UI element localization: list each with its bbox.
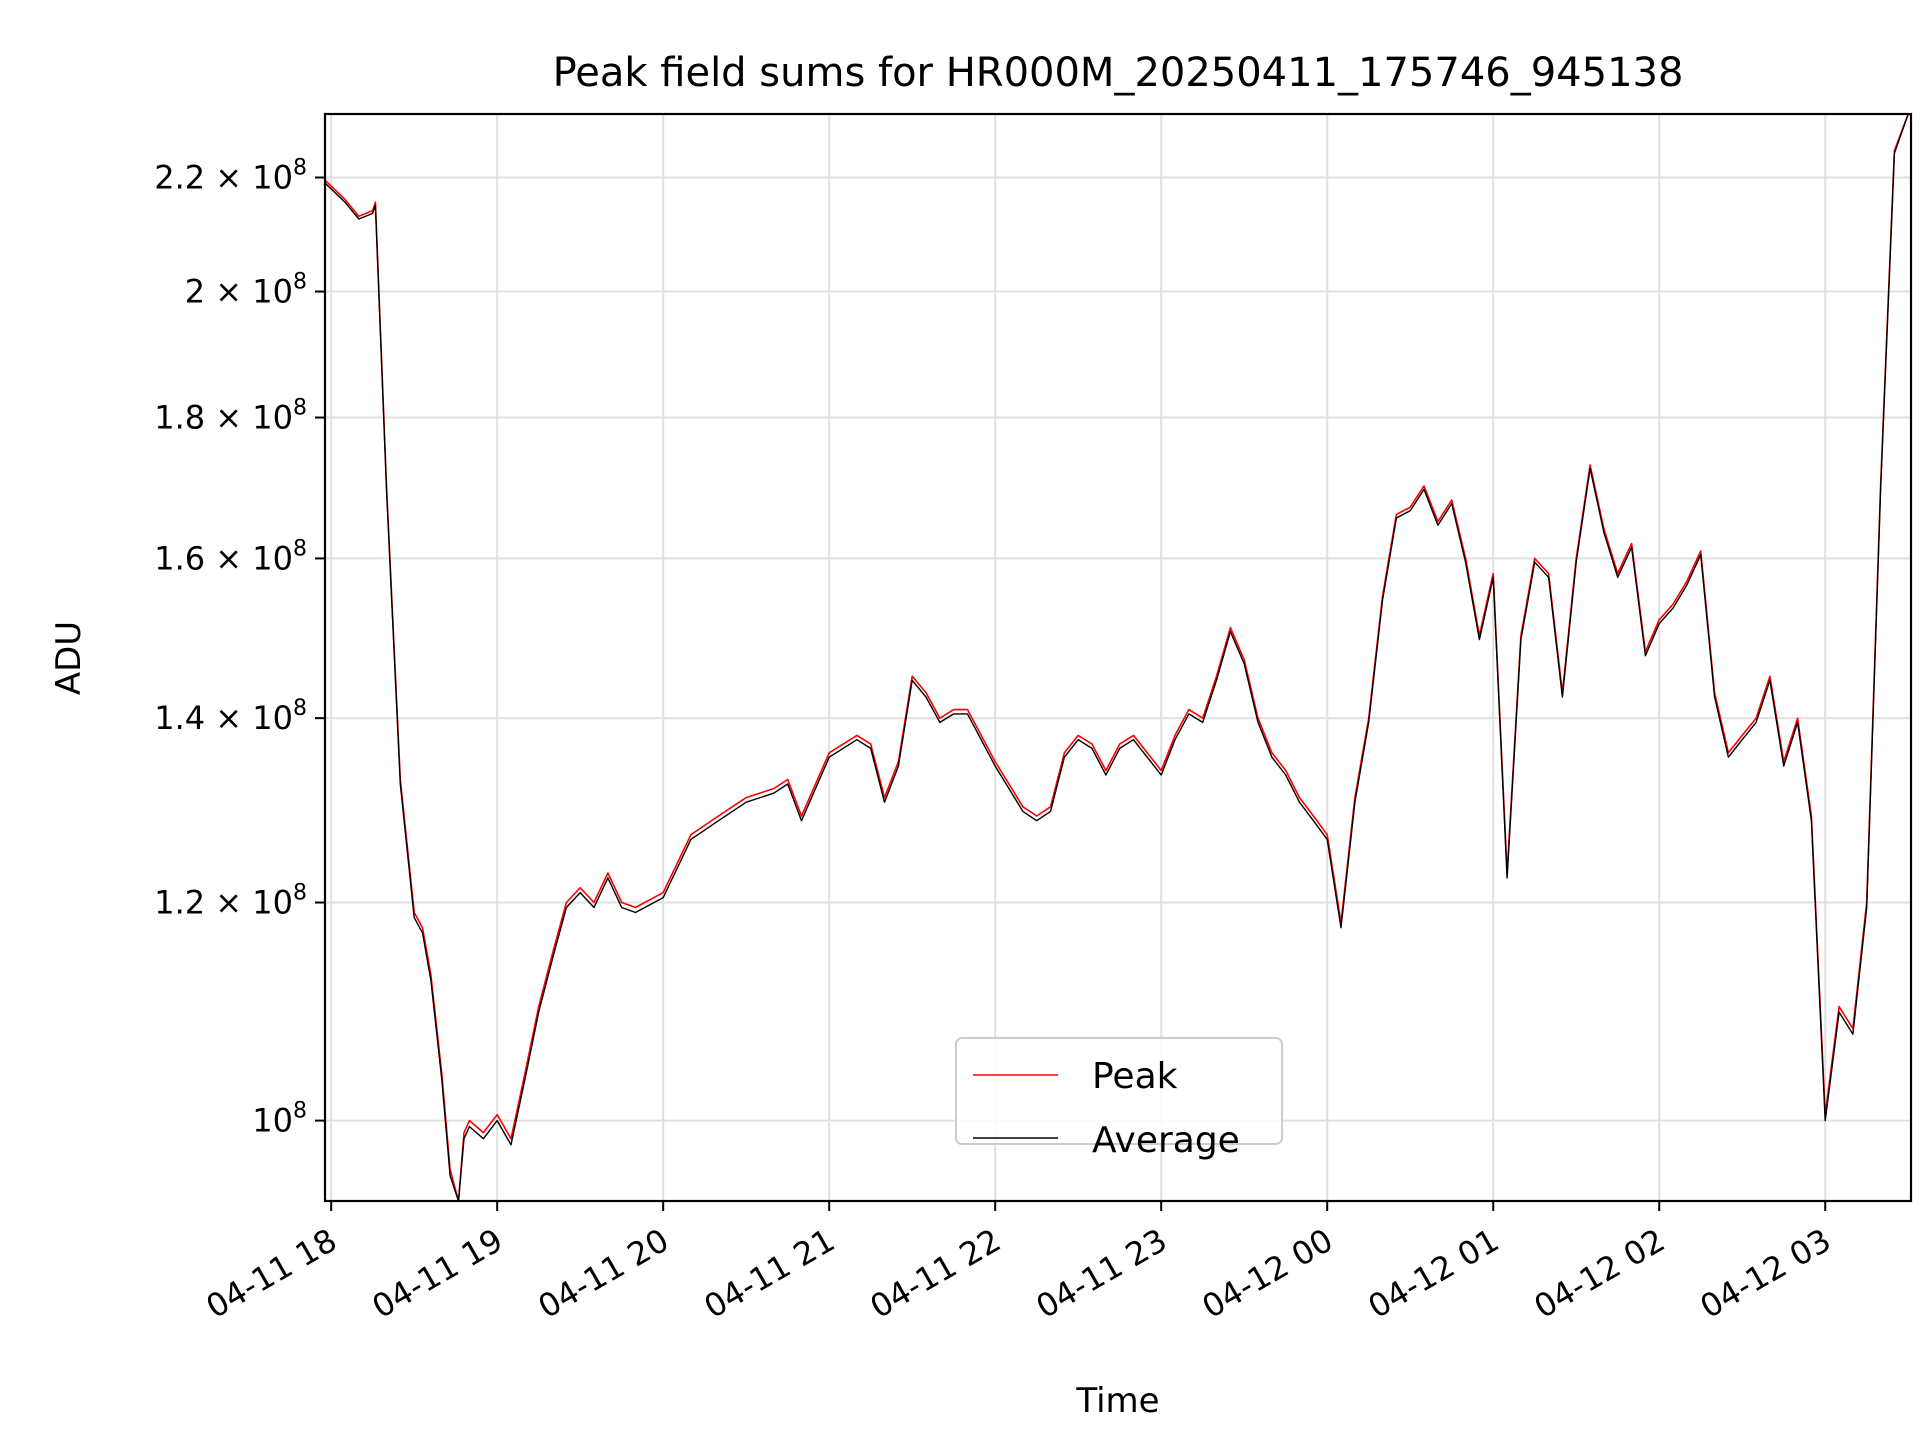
y-tick-label: 2.2 × 108 <box>154 156 307 197</box>
series-line-peak <box>324 113 1909 1202</box>
y-tick-label: 108 <box>252 1099 307 1140</box>
x-axis-title: Time <box>1075 1381 1159 1421</box>
legend: Peak Average <box>955 1037 1283 1161</box>
y-tick-label: 1.2 × 108 <box>154 881 307 922</box>
legend-box <box>955 1037 1283 1145</box>
y-axis-title: ADU <box>49 621 89 695</box>
legend-label-average: Average <box>1092 1120 1240 1161</box>
y-tick-label: 1.8 × 108 <box>154 396 307 437</box>
y-tick-label: 2 × 108 <box>185 270 307 311</box>
y-axis: 108 1.2 × 108 1.4 × 108 1.6 × 108 1.8 × 108 2… <box>154 156 325 1140</box>
series-line-average <box>324 113 1909 1202</box>
chart-title: Peak field sums for HR000M_20250411_1757… <box>553 50 1684 96</box>
series-layer <box>324 113 1909 1202</box>
plot-frame <box>323 112 1913 1203</box>
legend-label-peak: Peak <box>1092 1056 1178 1097</box>
y-tick-label: 1.6 × 108 <box>154 536 307 577</box>
y-tick-label: 1.4 × 108 <box>154 696 307 737</box>
